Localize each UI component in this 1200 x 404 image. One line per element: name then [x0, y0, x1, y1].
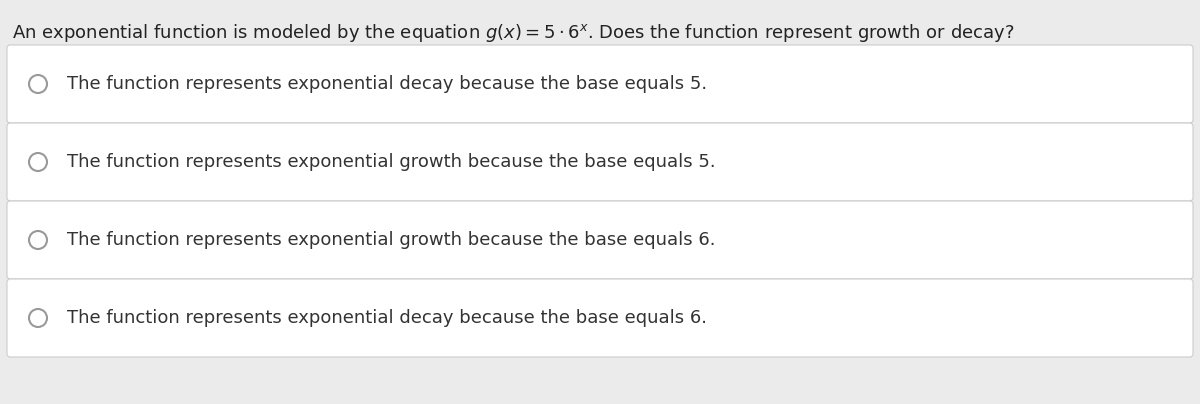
Text: An exponential function is modeled by the equation $g(x) = 5 \cdot 6^x$. Does th: An exponential function is modeled by th…	[12, 22, 1014, 44]
Circle shape	[29, 309, 47, 327]
Text: The function represents exponential growth because the base equals 5.: The function represents exponential grow…	[67, 153, 715, 171]
Text: The function represents exponential growth because the base equals 6.: The function represents exponential grow…	[67, 231, 715, 249]
Circle shape	[29, 153, 47, 171]
Circle shape	[29, 231, 47, 249]
Text: The function represents exponential decay because the base equals 6.: The function represents exponential deca…	[67, 309, 707, 327]
FancyBboxPatch shape	[7, 201, 1193, 279]
FancyBboxPatch shape	[7, 279, 1193, 357]
FancyBboxPatch shape	[7, 123, 1193, 201]
Text: The function represents exponential decay because the base equals 5.: The function represents exponential deca…	[67, 75, 707, 93]
FancyBboxPatch shape	[7, 45, 1193, 123]
Circle shape	[29, 75, 47, 93]
